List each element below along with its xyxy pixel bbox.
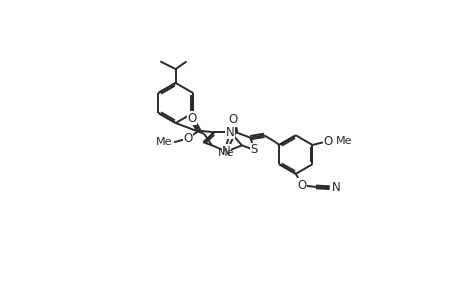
Text: O: O [187,112,196,125]
Text: Me: Me [336,136,352,146]
Text: O: O [297,179,306,192]
Text: Me: Me [218,148,234,158]
Text: N: N [225,126,234,139]
Text: Me: Me [156,137,172,147]
Text: O: O [323,135,332,148]
Text: N: N [331,181,340,194]
Text: S: S [250,143,257,157]
Text: O: O [183,132,192,145]
Text: O: O [228,113,237,126]
Text: N: N [222,145,230,158]
